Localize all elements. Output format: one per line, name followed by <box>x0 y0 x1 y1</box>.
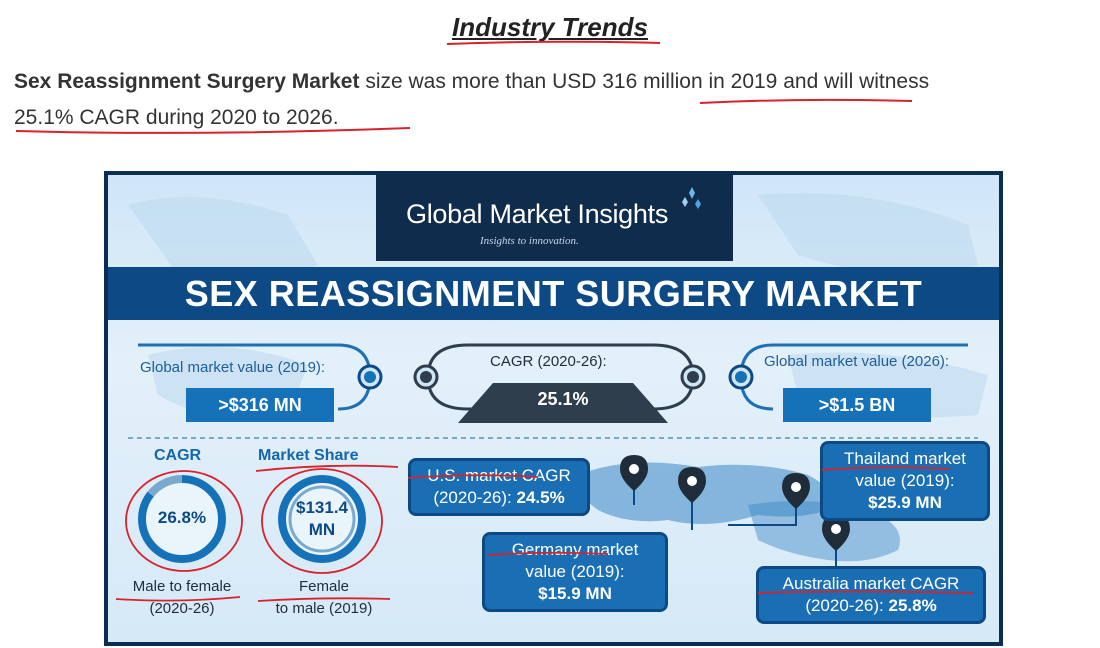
global-2026-value: >$1.5 BN <box>783 388 931 422</box>
us-line-2: (2020-26): <box>433 488 517 507</box>
us-market-callout: U.S. market CAGR (2020-26): 24.5% <box>408 458 590 516</box>
intro-value-2019: 316 million in 2019 <box>602 70 778 93</box>
cagr-caption-2: (2020-26) <box>149 600 215 617</box>
thailand-market-callout: Thailand market value (2019): $25.9 MN <box>820 441 990 521</box>
australia-line-2: (2020-26): <box>805 596 889 615</box>
australia-line-1: Australia market CAGR <box>782 574 960 593</box>
infographic-title-band: SEX REASSIGNMENT SURGERY MARKET <box>108 267 999 320</box>
share-segment-caption: Female to male (2019) <box>254 576 394 620</box>
cagr-segment-caption: Male to female (2020-26) <box>112 576 252 620</box>
intro-text-2: and will witness <box>777 70 930 93</box>
australia-market-callout: Australia market CAGR (2020-26): 25.8% <box>756 566 986 624</box>
brand-tagline: Insights to innovation. <box>480 235 579 247</box>
tagline-b: innovation. <box>528 235 579 247</box>
cagr-segment-heading: CAGR <box>154 447 202 464</box>
pen-underlines <box>15 40 913 134</box>
share-value-unit: MN <box>308 520 336 539</box>
australia-value: 25.8% <box>888 596 937 615</box>
cagr-trapezoid-bg <box>458 383 668 423</box>
global-2026-label: Global market value (2026): <box>764 353 950 370</box>
cagr-segment-value: 26.8% <box>157 508 207 527</box>
infographic: Global Market Insights Insights to innov… <box>104 171 1003 646</box>
cagr-center-value: 25.1% <box>537 389 589 409</box>
intro-cagr-text: 25.1% CAGR during 2020 to 2026. <box>14 106 339 129</box>
global-2019-label: Global market value (2019): <box>140 359 326 376</box>
pen-marks-infographic <box>115 464 975 602</box>
brand-logo-box: Global Market Insights Insights to innov… <box>376 175 733 261</box>
share-caption-1: Female <box>298 578 350 595</box>
pin-icons <box>620 455 850 551</box>
diamond-sparkle-icon <box>682 187 701 209</box>
cagr-center-label: CAGR (2020-26): <box>490 353 607 370</box>
brand-name: Global Market Insights <box>406 199 669 229</box>
intro-text-1: size was more than USD <box>359 70 603 93</box>
thailand-line-1: Thailand market <box>844 449 966 468</box>
share-value-amount: $131.4 <box>296 498 348 517</box>
us-value: 24.5% <box>516 488 565 507</box>
thailand-value: $25.9 MN <box>868 493 942 512</box>
infographic-title: SEX REASSIGNMENT SURGERY MARKET <box>184 273 923 314</box>
market-share-heading: Market Share <box>258 447 359 464</box>
germany-line-2: value (2019): <box>525 562 625 581</box>
stat-connectors <box>138 343 968 411</box>
intro-paragraph: Sex Reassignment Surgery Market size was… <box>14 64 1094 136</box>
thailand-line-2: value (2019): <box>855 471 955 490</box>
page-title: Industry Trends <box>451 12 648 42</box>
germany-value: $15.9 MN <box>538 584 612 603</box>
segment-ring-charts <box>125 468 383 574</box>
global-2019-value: >$316 MN <box>186 388 334 422</box>
map-pins <box>620 455 868 586</box>
share-segment-value: $131.4 MN <box>282 497 362 541</box>
intro-bold-lead: Sex Reassignment Surgery Market <box>14 70 360 93</box>
cagr-caption-1: Male to female <box>132 578 232 595</box>
tagline-a: Insights to <box>480 235 529 247</box>
share-caption-2: to male (2019) <box>275 600 373 617</box>
